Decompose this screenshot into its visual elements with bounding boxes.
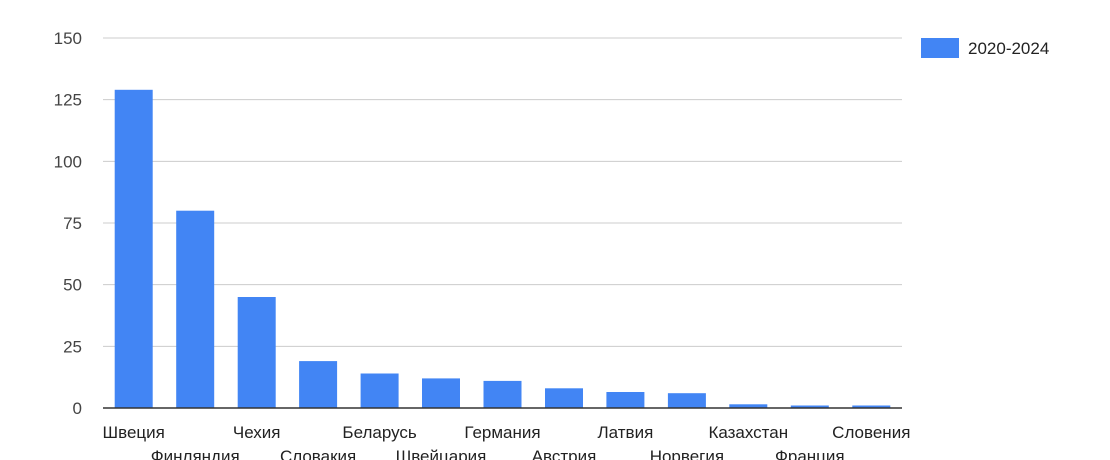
legend: 2020-2024 bbox=[921, 38, 1049, 58]
bar-7[interactable] bbox=[483, 380, 522, 408]
x-category-label: Швеция bbox=[103, 423, 165, 442]
bar-1[interactable] bbox=[114, 89, 153, 409]
y-tick-label: 75 bbox=[63, 214, 82, 233]
y-tick-label: 100 bbox=[54, 152, 82, 171]
legend-label: 2020-2024 bbox=[968, 39, 1049, 58]
bar-9[interactable] bbox=[606, 392, 645, 408]
y-axis-tick-labels: 0 25 50 75 100 125 150 bbox=[54, 29, 82, 418]
y-tick-label: 50 bbox=[63, 276, 82, 295]
x-category-label: Казахстан bbox=[708, 423, 788, 442]
y-tick-label: 0 bbox=[73, 399, 82, 418]
bars bbox=[114, 89, 891, 409]
x-category-label: Германия bbox=[464, 423, 540, 442]
x-category-label: Беларусь bbox=[342, 423, 416, 442]
x-category-label: Франция bbox=[775, 447, 845, 460]
bar-3[interactable] bbox=[237, 297, 276, 408]
x-category-label: Австрия bbox=[532, 447, 597, 460]
gridlines bbox=[103, 37, 902, 347]
bar-2[interactable] bbox=[176, 210, 215, 408]
bar-5[interactable] bbox=[360, 373, 399, 409]
x-category-label: Норвегия bbox=[650, 447, 724, 460]
bar-4[interactable] bbox=[299, 361, 338, 408]
x-category-label: Чехия bbox=[233, 423, 281, 442]
bar-13[interactable] bbox=[852, 405, 891, 409]
y-tick-label: 125 bbox=[54, 91, 82, 110]
bar-12[interactable] bbox=[790, 405, 829, 409]
x-category-label: Финляндия bbox=[151, 447, 240, 460]
bar-8[interactable] bbox=[545, 388, 583, 408]
x-category-label: Словакия bbox=[280, 447, 356, 460]
x-category-label: Словения bbox=[832, 423, 910, 442]
bar-10[interactable] bbox=[667, 393, 706, 408]
bar-11[interactable] bbox=[729, 404, 768, 408]
legend-swatch bbox=[921, 38, 959, 58]
x-axis-category-labels: Швеция Финляндия Чехия Словакия Беларусь Швей… bbox=[103, 423, 911, 460]
bar-6[interactable] bbox=[422, 378, 460, 408]
x-category-label: Швейцария bbox=[396, 447, 487, 460]
x-category-label: Латвия bbox=[598, 423, 654, 442]
y-tick-label: 25 bbox=[63, 337, 82, 356]
y-tick-label: 150 bbox=[54, 29, 82, 48]
